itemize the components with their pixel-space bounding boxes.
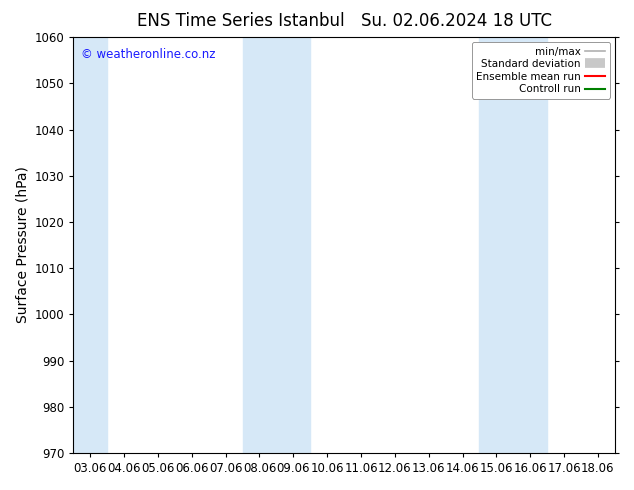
Legend: min/max, Standard deviation, Ensemble mean run, Controll run: min/max, Standard deviation, Ensemble me… — [472, 42, 610, 98]
Bar — [479, 37, 547, 453]
Text: © weatheronline.co.nz: © weatheronline.co.nz — [81, 48, 216, 61]
Bar — [74, 37, 107, 453]
Y-axis label: Surface Pressure (hPa): Surface Pressure (hPa) — [15, 167, 29, 323]
Bar — [243, 37, 310, 453]
Text: Su. 02.06.2024 18 UTC: Su. 02.06.2024 18 UTC — [361, 12, 552, 30]
Text: ENS Time Series Istanbul: ENS Time Series Istanbul — [137, 12, 345, 30]
